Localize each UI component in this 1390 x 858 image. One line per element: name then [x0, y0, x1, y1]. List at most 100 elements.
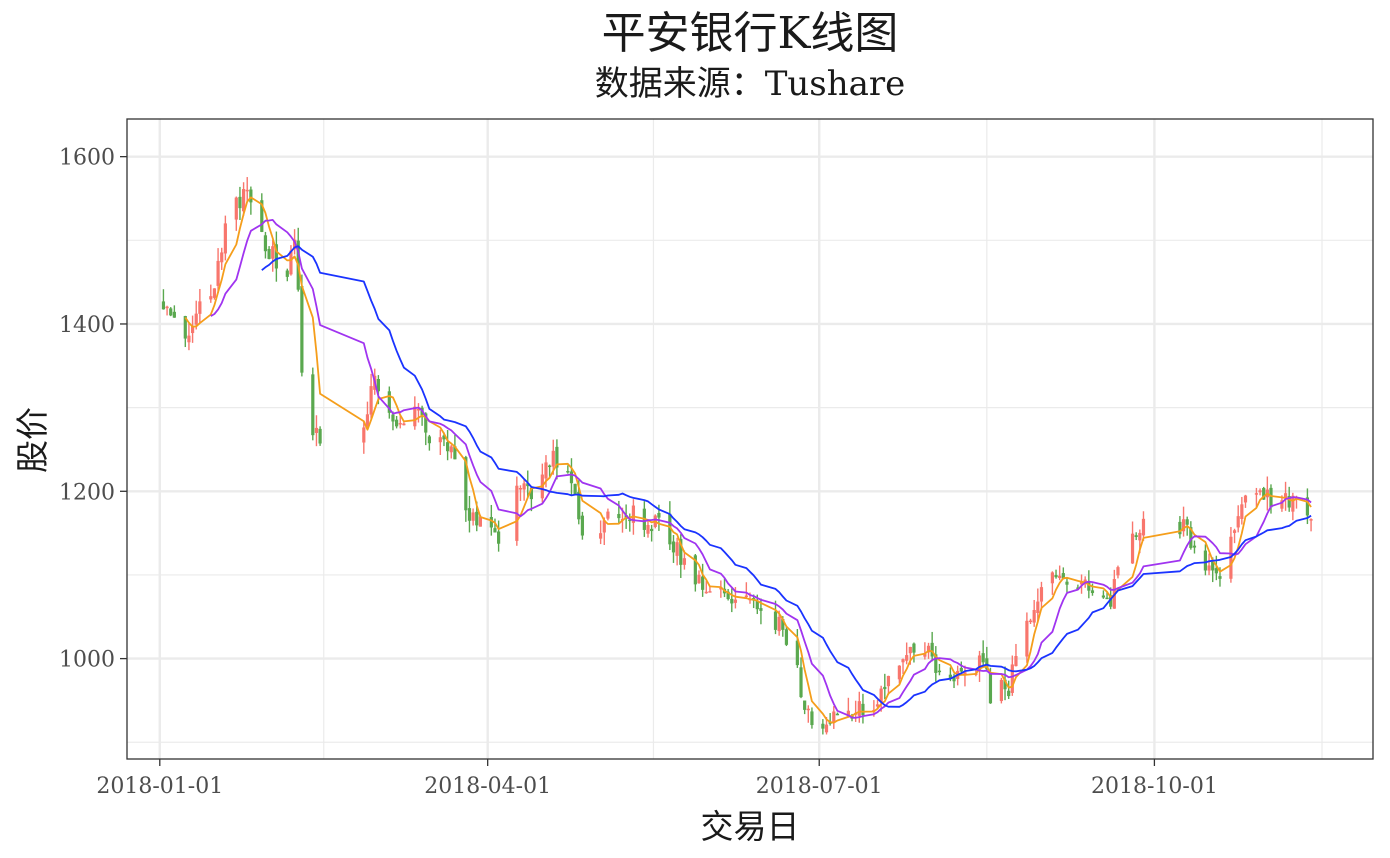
candlestick	[198, 288, 202, 324]
candle-body	[497, 531, 501, 544]
candle-body	[1185, 519, 1189, 525]
candlestick	[959, 661, 963, 673]
candle-body	[1218, 576, 1222, 579]
candlestick	[937, 663, 942, 676]
candle-body	[1032, 610, 1036, 623]
candle-body	[988, 672, 993, 704]
candle-body	[1181, 519, 1186, 532]
candle-body	[1254, 493, 1259, 495]
candlestick	[220, 247, 224, 270]
candle-body	[442, 435, 446, 440]
candle-body	[646, 524, 650, 534]
candle-body	[493, 528, 497, 533]
candle-body	[398, 423, 402, 425]
y-tick-label: 1400	[59, 313, 115, 338]
candle-body	[675, 542, 679, 556]
candle-body	[1309, 519, 1313, 521]
candle-body	[759, 608, 763, 611]
candlestick	[518, 485, 523, 501]
candle-body	[810, 711, 814, 726]
candlestick	[1258, 488, 1262, 496]
candle-body	[963, 672, 967, 675]
candle-body	[544, 462, 548, 479]
candlestick	[187, 323, 191, 351]
candlestick	[810, 707, 814, 729]
candle-body	[165, 306, 169, 309]
candlestick	[646, 520, 650, 538]
candlestick	[930, 631, 934, 662]
candle-body	[1287, 496, 1291, 508]
candle-body	[905, 655, 909, 661]
candlestick	[854, 700, 858, 722]
candle-body	[362, 427, 366, 443]
candlestick	[555, 439, 559, 480]
candle-body	[744, 595, 748, 598]
candlestick	[912, 642, 916, 663]
candlestick	[402, 422, 406, 426]
y-tick-label: 1000	[59, 648, 115, 673]
candle-body	[289, 250, 293, 275]
candlestick	[300, 274, 304, 377]
candlestick	[569, 458, 574, 496]
candle-body	[234, 197, 238, 220]
candlestick	[1039, 581, 1044, 610]
candle-body	[402, 423, 406, 426]
candle-body	[555, 446, 559, 468]
candlestick	[963, 665, 967, 687]
candle-body	[857, 701, 861, 716]
candle-body	[1036, 601, 1040, 614]
candle-body	[821, 723, 825, 729]
candle-body	[1189, 527, 1193, 548]
candlestick	[773, 600, 778, 635]
candlestick	[671, 535, 676, 563]
candlestick	[697, 570, 701, 584]
candlestick	[165, 305, 169, 316]
candle-body	[875, 704, 880, 707]
candle-body	[1058, 575, 1062, 579]
candlestick	[1189, 521, 1193, 550]
candle-body	[657, 513, 661, 518]
candle-body	[1010, 664, 1014, 693]
candlestick	[795, 628, 799, 668]
candle-body	[424, 413, 428, 433]
candle-body	[220, 252, 224, 263]
candle-body	[376, 378, 380, 392]
candlestick	[1283, 481, 1288, 511]
candle-body	[617, 513, 621, 519]
candlestick	[726, 588, 730, 601]
candlestick	[249, 186, 253, 215]
candle-body	[223, 223, 227, 254]
candle-body	[1061, 573, 1065, 580]
candle-body	[846, 710, 850, 718]
candle-body	[1236, 516, 1240, 528]
candlestick	[1054, 569, 1058, 579]
candle-body	[249, 189, 253, 203]
candle-body	[569, 471, 574, 484]
candlestick	[821, 719, 825, 735]
candle-body	[1207, 565, 1211, 571]
candlestick	[650, 524, 654, 542]
candlestick	[263, 231, 268, 259]
candle-body	[926, 645, 931, 653]
candle-body	[934, 654, 938, 673]
x-axis-title: 交易日	[701, 807, 800, 846]
candle-body	[526, 483, 530, 487]
candle-body	[1130, 533, 1135, 564]
candle-body	[551, 450, 555, 467]
candlestick	[427, 434, 431, 451]
candle-body	[1211, 561, 1215, 571]
candle-body	[471, 512, 475, 521]
candle-body	[238, 196, 242, 209]
candlestick	[1101, 590, 1105, 599]
candlestick	[1178, 516, 1182, 539]
candle-body	[187, 335, 191, 343]
candle-body	[897, 665, 901, 680]
candlestick	[1003, 666, 1007, 701]
candle-body	[427, 436, 431, 444]
candle-body	[1090, 590, 1095, 594]
candle-body	[267, 248, 271, 260]
candle-body	[475, 511, 479, 526]
candle-body	[580, 515, 585, 536]
candlestick	[704, 580, 708, 594]
